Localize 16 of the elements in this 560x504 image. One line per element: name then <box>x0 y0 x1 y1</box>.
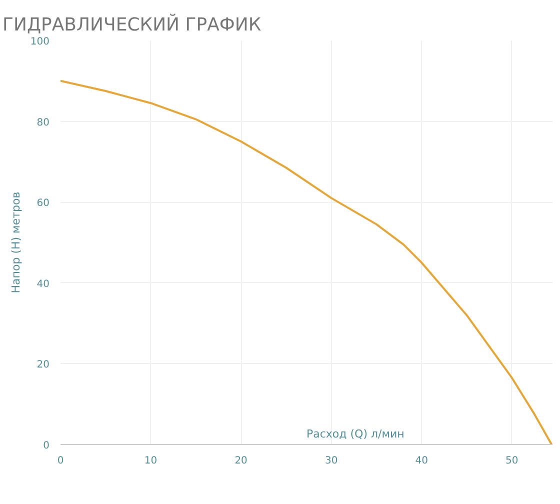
y-tick-label: 100 <box>30 36 50 48</box>
x-tick-label: 40 <box>415 456 428 466</box>
y-axis-title: Напор (H) метров <box>9 192 22 294</box>
chart-title: ГИДРАВЛИЧЕСКИЙ ГРАФИК <box>2 14 262 36</box>
x-tick-label: 20 <box>234 456 248 466</box>
y-tick-label: 60 <box>36 198 50 210</box>
y-tick-label: 20 <box>36 360 50 371</box>
x-tick-label: 10 <box>144 456 158 466</box>
line-series <box>60 80 552 444</box>
x-tick-label: 50 <box>506 456 518 466</box>
x-axis-title: Расход (Q) л/мин <box>306 428 404 440</box>
x-tick-label: 0 <box>57 456 64 466</box>
y-tick-label: 80 <box>36 117 50 128</box>
y-tick-label: 40 <box>36 278 50 290</box>
x-tick-label: 30 <box>324 456 338 466</box>
y-tick-label: 0 <box>43 440 50 452</box>
